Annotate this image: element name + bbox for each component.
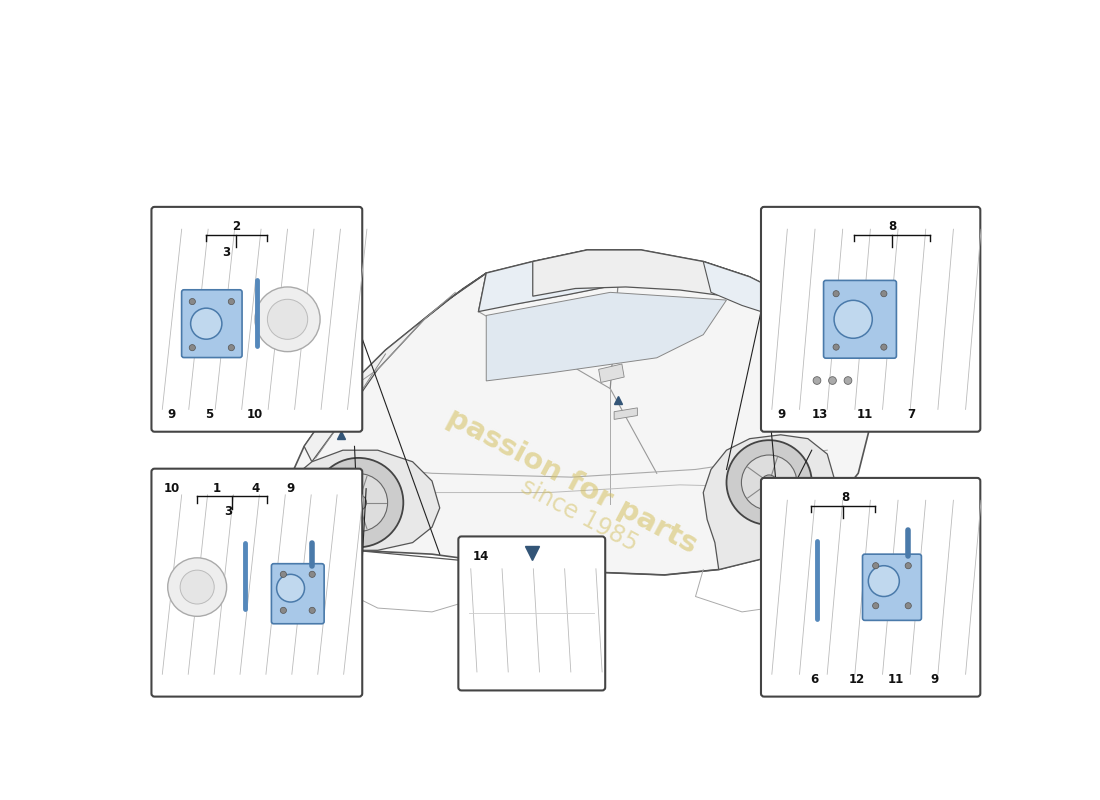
Polygon shape xyxy=(614,408,637,419)
Circle shape xyxy=(813,377,821,384)
Text: 11: 11 xyxy=(857,408,873,422)
Text: 10: 10 xyxy=(248,408,263,422)
Text: since 1985: since 1985 xyxy=(517,474,642,557)
Circle shape xyxy=(189,298,196,305)
Circle shape xyxy=(309,571,316,578)
Circle shape xyxy=(761,475,777,490)
Circle shape xyxy=(741,455,796,510)
Text: 13: 13 xyxy=(812,408,828,422)
Circle shape xyxy=(180,570,214,604)
Text: 9: 9 xyxy=(931,673,938,686)
Text: 3: 3 xyxy=(224,506,232,518)
Circle shape xyxy=(255,287,320,352)
Polygon shape xyxy=(273,450,440,550)
Circle shape xyxy=(167,558,227,616)
Polygon shape xyxy=(304,273,486,462)
Circle shape xyxy=(834,300,872,338)
Circle shape xyxy=(276,574,305,602)
FancyBboxPatch shape xyxy=(459,537,605,690)
Polygon shape xyxy=(257,250,870,575)
Circle shape xyxy=(229,345,234,350)
Circle shape xyxy=(868,566,900,597)
FancyBboxPatch shape xyxy=(272,564,324,624)
Text: 11: 11 xyxy=(888,673,904,686)
Circle shape xyxy=(905,562,911,569)
FancyBboxPatch shape xyxy=(182,290,242,358)
Text: 1: 1 xyxy=(212,482,221,495)
Circle shape xyxy=(872,562,879,569)
FancyBboxPatch shape xyxy=(862,554,922,620)
Text: passion for parts: passion for parts xyxy=(441,403,702,559)
Circle shape xyxy=(229,298,234,305)
Text: 7: 7 xyxy=(908,408,915,422)
Circle shape xyxy=(280,571,286,578)
Circle shape xyxy=(844,377,851,384)
Circle shape xyxy=(314,458,404,547)
Circle shape xyxy=(280,607,286,614)
Polygon shape xyxy=(804,514,828,537)
Polygon shape xyxy=(486,292,726,381)
Circle shape xyxy=(828,377,836,384)
Text: 9: 9 xyxy=(777,408,785,422)
Circle shape xyxy=(309,607,316,614)
Text: 4: 4 xyxy=(251,482,260,495)
Polygon shape xyxy=(257,485,304,550)
FancyBboxPatch shape xyxy=(152,207,362,432)
Text: 9: 9 xyxy=(286,482,295,495)
FancyBboxPatch shape xyxy=(152,469,362,697)
FancyBboxPatch shape xyxy=(824,281,896,358)
Polygon shape xyxy=(703,262,789,315)
Circle shape xyxy=(905,602,911,609)
Circle shape xyxy=(726,440,812,525)
Text: 12: 12 xyxy=(849,673,866,686)
Text: 8: 8 xyxy=(888,220,896,234)
Polygon shape xyxy=(766,489,835,558)
Circle shape xyxy=(189,345,196,350)
Polygon shape xyxy=(703,435,835,570)
Polygon shape xyxy=(532,250,750,296)
Text: 5: 5 xyxy=(205,408,213,422)
Text: 6: 6 xyxy=(811,673,818,686)
FancyBboxPatch shape xyxy=(761,478,980,697)
Circle shape xyxy=(190,308,222,339)
Circle shape xyxy=(881,290,887,297)
Polygon shape xyxy=(598,364,624,382)
Circle shape xyxy=(350,494,366,510)
Circle shape xyxy=(881,344,887,350)
Polygon shape xyxy=(478,250,641,312)
Circle shape xyxy=(267,299,308,339)
FancyBboxPatch shape xyxy=(761,207,980,432)
Circle shape xyxy=(872,602,879,609)
Text: 8: 8 xyxy=(842,491,849,505)
Text: 9: 9 xyxy=(167,408,176,422)
Circle shape xyxy=(329,474,387,531)
Text: 10: 10 xyxy=(164,482,179,495)
Polygon shape xyxy=(293,541,303,552)
Text: 3: 3 xyxy=(222,246,230,259)
Circle shape xyxy=(833,344,839,350)
Circle shape xyxy=(833,290,839,297)
Text: 14: 14 xyxy=(473,550,490,563)
Text: 2: 2 xyxy=(232,220,241,234)
